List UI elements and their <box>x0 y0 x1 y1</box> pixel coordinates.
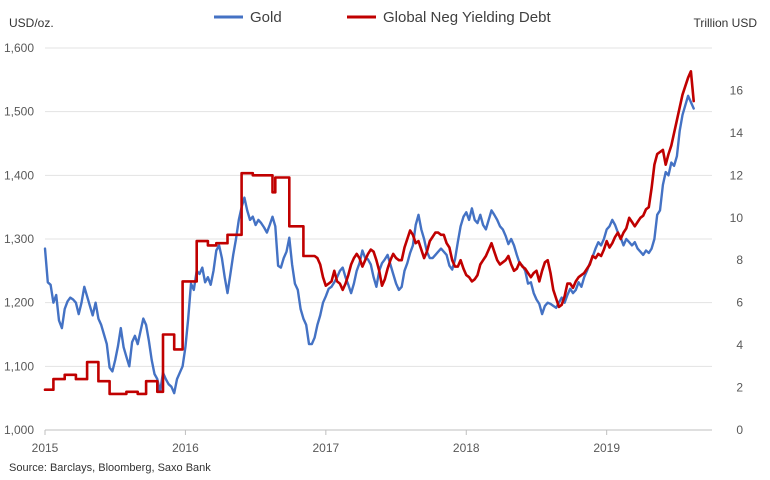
x-tick-label: 2017 <box>312 441 339 455</box>
x-axis: 2015 2016 2017 2018 2019 <box>32 430 620 455</box>
left-tick-label: 1,000 <box>4 423 34 437</box>
right-tick-label: 0 <box>736 423 743 437</box>
left-tick-label: 1,400 <box>4 168 34 182</box>
right-axis: 0 2 4 6 8 10 12 14 16 <box>730 83 744 437</box>
left-tick-label: 1,100 <box>4 359 34 373</box>
legend-label-gold: Gold <box>250 9 282 26</box>
left-tick-label: 1,600 <box>4 41 34 55</box>
left-tick-label: 1,300 <box>4 232 34 246</box>
legend-label-neg-yield-debt: Global Neg Yielding Debt <box>383 9 551 26</box>
source-note: Source: Barclays, Bloomberg, Saxo Bank <box>9 462 211 474</box>
right-tick-label: 8 <box>736 253 743 267</box>
right-tick-label: 16 <box>730 83 744 97</box>
right-tick-label: 14 <box>730 126 744 140</box>
right-axis-label: Trillion USD <box>693 16 757 30</box>
x-tick-label: 2018 <box>453 441 480 455</box>
series-layer <box>43 70 695 396</box>
series-line-gold <box>43 94 695 395</box>
left-axis: 1,000 1,100 1,200 1,300 1,400 1,500 1,600 <box>4 41 34 437</box>
gridlines <box>45 47 712 431</box>
right-tick-label: 4 <box>736 338 743 352</box>
left-tick-label: 1,500 <box>4 105 34 119</box>
left-axis-label: USD/oz. <box>9 16 54 30</box>
x-tick-label: 2019 <box>593 441 620 455</box>
right-tick-label: 12 <box>730 168 744 182</box>
x-tick-label: 2015 <box>32 441 59 455</box>
right-tick-label: 6 <box>736 296 743 310</box>
legend: Gold Global Neg Yielding Debt <box>214 9 551 26</box>
right-tick-label: 2 <box>736 381 743 395</box>
series-line-neg-yield-debt <box>43 70 695 396</box>
left-tick-label: 1,200 <box>4 296 34 310</box>
x-tick-label: 2016 <box>172 441 199 455</box>
right-tick-label: 10 <box>730 211 744 225</box>
